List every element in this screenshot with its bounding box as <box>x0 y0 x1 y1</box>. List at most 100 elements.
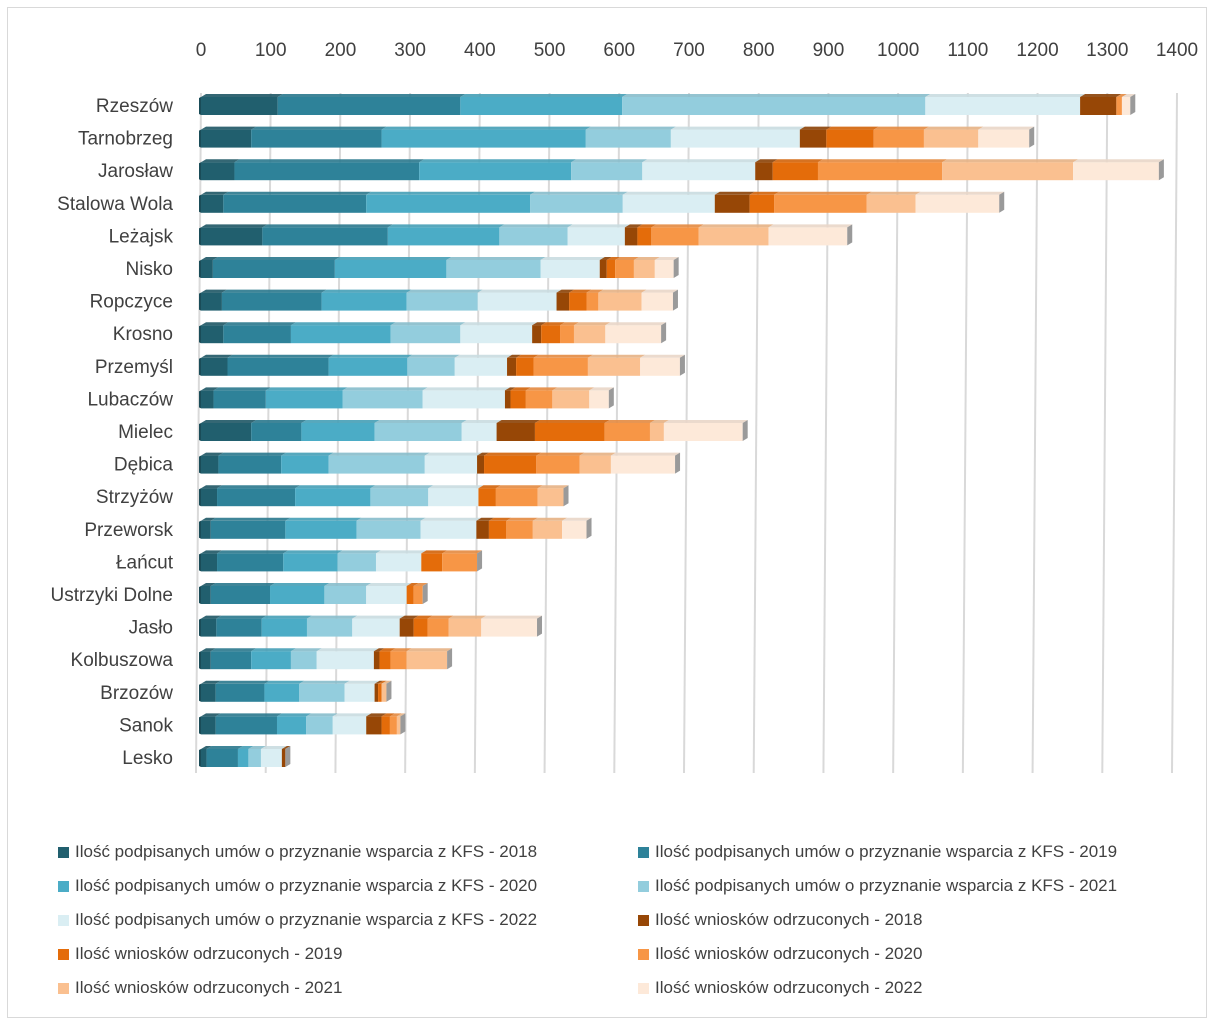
bar-segment <box>251 129 382 148</box>
bar-segment-top <box>454 354 513 358</box>
gridline <box>1101 92 1109 774</box>
category-label: Nisko <box>125 259 173 280</box>
bar-segment-top <box>421 550 448 554</box>
bar-segment <box>604 423 650 441</box>
bar-segment-top <box>201 257 218 260</box>
bar-segment <box>201 292 222 311</box>
bar-segment-top <box>321 289 412 293</box>
bar-segment-top <box>422 387 510 391</box>
bar-segment-top <box>201 713 221 717</box>
bar-start-cap <box>199 716 201 735</box>
bar-segment <box>352 618 400 637</box>
x-tick-label: 200 <box>325 40 357 61</box>
bar-segment <box>290 651 317 670</box>
x-tick-label: 900 <box>813 40 845 61</box>
bar-row <box>199 224 853 246</box>
category-label: Przeworsk <box>84 520 173 541</box>
bar-segment-top <box>560 322 579 326</box>
bar-segment-top <box>201 126 257 130</box>
bar-segment-top <box>366 583 412 586</box>
bar-end-cap <box>742 420 748 441</box>
bar-row <box>199 746 291 767</box>
bar-segment-top <box>532 517 568 521</box>
bar-segment-top <box>251 648 296 652</box>
bar-segment <box>265 390 343 409</box>
legend-swatch <box>638 948 649 960</box>
bar-row <box>199 713 406 735</box>
bar-segment <box>413 618 428 637</box>
bar-segment-top <box>227 354 334 358</box>
bar-segment <box>768 227 848 246</box>
bar-segment <box>366 586 407 604</box>
bar-row <box>199 257 679 278</box>
bar-segment <box>344 683 375 702</box>
bar-segment-top <box>649 420 669 423</box>
legend-label: Ilość wniosków odrzuconych - 2020 <box>655 944 923 963</box>
bar-segment-top <box>579 452 616 456</box>
x-tick-label: 400 <box>464 40 496 61</box>
bar-segment-top <box>344 680 380 684</box>
x-tick-label: 800 <box>743 40 775 61</box>
bar-segment-top <box>651 224 704 228</box>
x-tick-label: 1300 <box>1086 40 1128 61</box>
category-label: Ustrzyki Dolne <box>51 585 173 606</box>
bar-segment-top <box>389 713 402 717</box>
bar-segment <box>427 618 449 637</box>
bar-segment <box>223 194 367 213</box>
bar-segment-top <box>826 126 879 130</box>
bar-segment <box>640 357 680 376</box>
bar-start-cap <box>199 357 201 376</box>
bar-segment <box>215 716 277 735</box>
bar-segment <box>295 488 371 507</box>
legend-item: Ilość podpisanych umów o przyznanie wspa… <box>58 910 537 930</box>
bar-segment <box>223 325 291 344</box>
bar-segment-top <box>387 224 505 228</box>
bar-segment-top <box>495 485 543 489</box>
bar-start-cap <box>199 325 201 344</box>
bar-segment <box>533 357 588 376</box>
bar-segment-top <box>654 257 679 260</box>
bar-segment <box>866 194 916 213</box>
legend-item: Ilość wniosków odrzuconych - 2020 <box>638 944 922 964</box>
bar-segment-top <box>604 420 655 423</box>
bar-start-cap <box>199 553 201 572</box>
bar-segment <box>276 716 307 735</box>
bar-row <box>199 289 678 311</box>
legend-swatch <box>638 880 649 892</box>
category-label: Stalowa Wola <box>57 194 173 215</box>
bar-segment <box>755 162 773 181</box>
bar-segment-top <box>510 387 531 391</box>
category-label: Jasło <box>129 618 173 639</box>
bar-segment-top <box>461 420 502 423</box>
bar-end-cap <box>586 517 592 539</box>
bar-end-cap <box>673 257 679 278</box>
bar-segment <box>366 716 382 735</box>
bar-segment <box>534 423 605 441</box>
bar-segment <box>649 423 664 441</box>
bar-segment-top <box>373 648 385 652</box>
bar-segment <box>407 357 455 376</box>
bar-segment-top <box>381 126 591 130</box>
bar-segment <box>201 520 211 539</box>
bar-segment-top <box>598 289 647 293</box>
bar-segment-top <box>283 550 343 554</box>
bar-segment <box>299 683 345 702</box>
bar-segment-top <box>337 550 381 554</box>
bar-segment-top <box>1121 94 1136 97</box>
legend-item: Ilość wniosków odrzuconych - 2021 <box>58 978 342 998</box>
bar-segment-top <box>413 583 428 586</box>
bar-segment-top <box>755 159 778 163</box>
bar-segment <box>201 553 218 572</box>
bar-segment-top <box>1073 159 1164 163</box>
bar-segment <box>413 586 423 604</box>
bar-segment <box>248 749 261 767</box>
bar-segment-top <box>201 224 268 228</box>
bar-segment <box>306 716 333 735</box>
bar-segment <box>285 520 357 539</box>
bar-segment <box>210 520 286 539</box>
bar-segment-top <box>251 420 307 423</box>
bar-segment-top <box>622 94 931 97</box>
bar-segment-top <box>496 420 540 423</box>
bar-segment-top <box>615 257 639 260</box>
bar-segment <box>321 292 407 311</box>
